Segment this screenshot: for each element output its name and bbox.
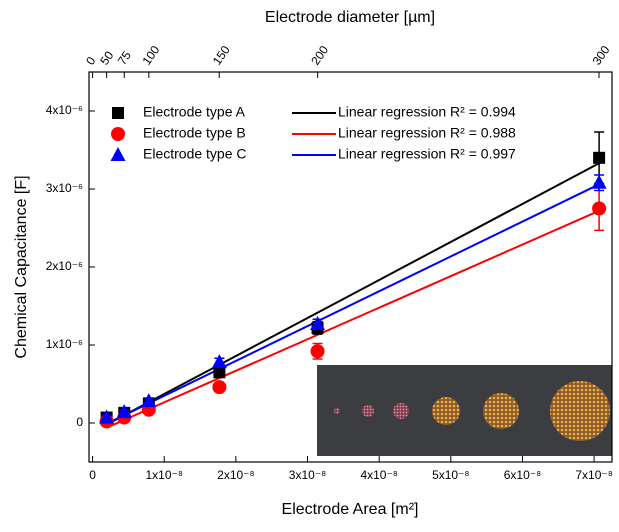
legend-label: Electrode type C: [143, 146, 247, 162]
x-tick-label: 2x10⁻⁸: [217, 468, 254, 482]
marker: [99, 409, 115, 424]
x2-tick-label: 50: [97, 48, 116, 67]
marker: [211, 354, 227, 369]
y-tick-label: 2x10⁻⁶: [46, 259, 83, 273]
x-tick-label: 5x10⁻⁸: [432, 468, 469, 482]
marker: [310, 315, 326, 330]
x2-tick-label: 150: [210, 43, 233, 68]
x-tick-label: 6x10⁻⁸: [504, 468, 541, 482]
marker: [310, 344, 325, 359]
x2-axis-title: Electrode diameter [µm]: [265, 9, 435, 26]
x2-tick-label: 100: [139, 43, 162, 68]
marker: [212, 380, 227, 395]
x-tick-label: 0: [89, 468, 96, 482]
legend-label: Electrode type A: [143, 104, 246, 120]
x2-tick-label: 0: [83, 54, 98, 68]
legend-label: Electrode type B: [143, 125, 246, 141]
y-tick-label: 1x10⁻⁶: [46, 337, 83, 351]
x-tick-label: 1x10⁻⁸: [146, 468, 183, 482]
x-tick-label: 4x10⁻⁸: [360, 468, 397, 482]
x-tick-label: 3x10⁻⁸: [289, 468, 326, 482]
x-axis-title: Electrode Area [m²]: [282, 501, 419, 518]
regression-line: [106, 162, 600, 426]
legend-label: Linear regression R² = 0.988: [338, 125, 516, 141]
x-tick-label: 7x10⁻⁸: [575, 468, 612, 482]
marker: [593, 151, 606, 164]
y-tick-label: 3x10⁻⁶: [46, 181, 83, 195]
legend-marker: [110, 147, 126, 161]
x2-tick-label: 300: [590, 43, 613, 68]
y-tick-label: 4x10⁻⁶: [46, 103, 83, 117]
y-tick-label: 0: [76, 415, 83, 429]
regression-line: [106, 209, 600, 429]
marker: [116, 404, 132, 419]
legend-label: Linear regression R² = 0.994: [338, 104, 516, 120]
legend-label: Linear regression R² = 0.997: [338, 146, 516, 162]
marker: [592, 201, 607, 216]
marker: [141, 393, 157, 408]
inset-photo: [317, 365, 612, 456]
x2-tick-label: 200: [308, 43, 331, 68]
legend-marker: [112, 107, 124, 119]
x2-tick-label: 75: [115, 48, 134, 67]
regression-line: [106, 183, 600, 425]
legend-marker: [111, 127, 125, 141]
y-axis-title: Chemical Capacitance [F]: [13, 175, 30, 358]
marker: [213, 366, 226, 379]
marker: [591, 174, 607, 189]
